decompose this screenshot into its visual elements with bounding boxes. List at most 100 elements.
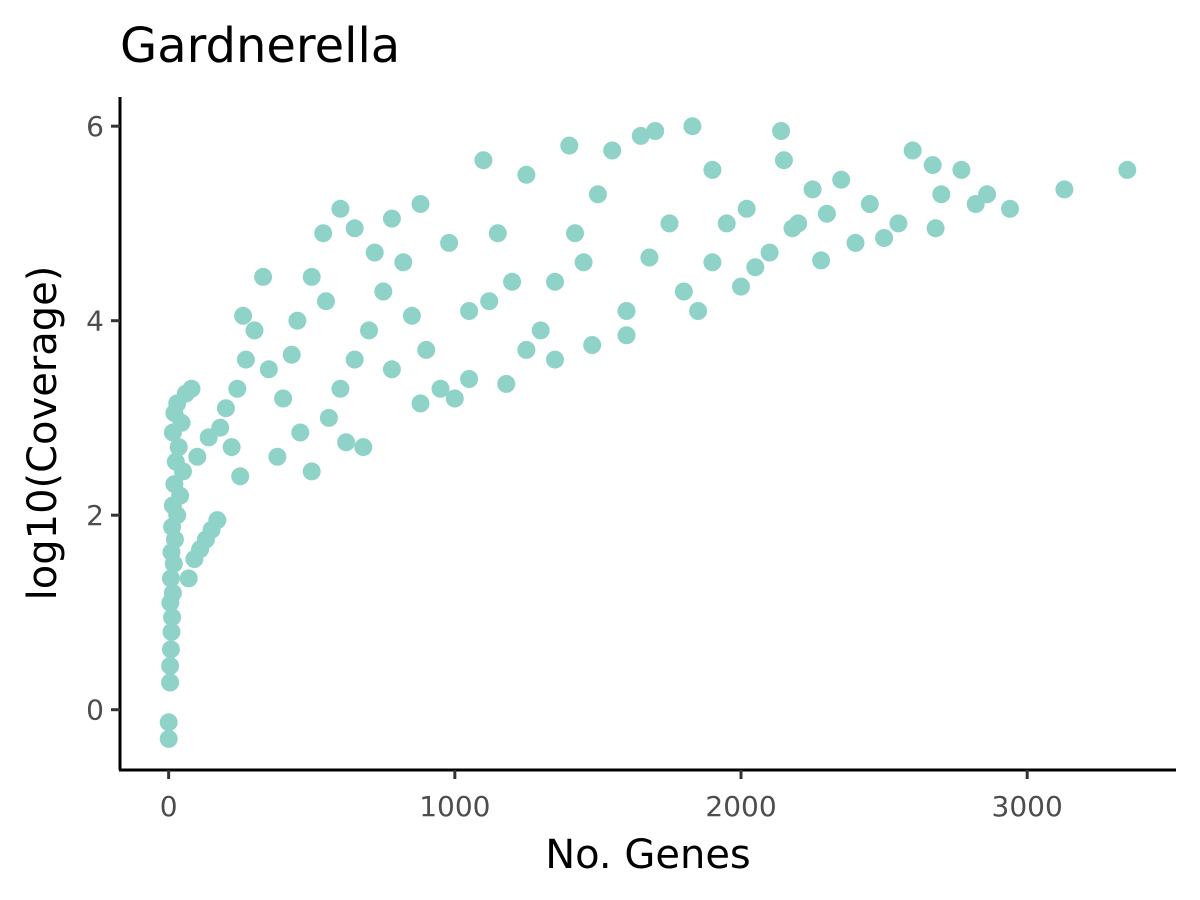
data-point: [660, 214, 679, 233]
data-point: [583, 336, 602, 354]
data-point: [182, 379, 201, 398]
data-point: [737, 199, 756, 218]
data-point: [817, 204, 836, 223]
data-point: [1055, 180, 1074, 199]
data-point: [161, 640, 180, 659]
data-point: [254, 267, 273, 286]
data-point: [517, 165, 536, 184]
data-point: [703, 160, 722, 179]
data-point: [245, 321, 264, 340]
data-point: [159, 713, 178, 732]
data-point: [274, 389, 293, 408]
data-point: [646, 122, 665, 140]
data-point: [411, 394, 430, 413]
data-point: [337, 433, 356, 452]
data-point: [288, 311, 307, 330]
chart-title: Gardnerella: [120, 18, 400, 74]
data-point: [374, 282, 393, 301]
data-point: [179, 569, 198, 588]
data-point: [228, 379, 247, 398]
data-point: [546, 350, 564, 369]
data-point: [560, 136, 579, 155]
data-point: [216, 399, 235, 418]
data-point: [803, 180, 822, 199]
data-point: [488, 224, 507, 243]
data-point: [772, 122, 791, 140]
data-point: [497, 374, 516, 393]
data-point: [445, 389, 464, 408]
data-point: [566, 224, 584, 243]
data-point: [169, 438, 188, 457]
data-point: [394, 253, 413, 272]
data-point: [746, 258, 765, 277]
data-point: [382, 360, 401, 379]
y-tick-label: 4: [86, 305, 104, 338]
data-point: [460, 370, 479, 388]
data-point: [617, 326, 636, 345]
data-point: [188, 447, 207, 466]
data-point: [683, 117, 702, 136]
data-point: [1118, 160, 1137, 179]
y-ticks: 0 2 4 6: [86, 110, 120, 727]
data-point: [236, 350, 255, 369]
data-point: [163, 584, 182, 602]
data-point: [161, 569, 180, 588]
data-point: [603, 141, 622, 160]
data-point: [717, 214, 736, 233]
data-point: [162, 622, 181, 641]
data-point: [365, 243, 384, 262]
data-point: [331, 199, 350, 218]
data-point: [360, 321, 378, 340]
data-point: [231, 467, 250, 486]
points-layer: [159, 117, 1137, 748]
data-point: [166, 452, 185, 471]
data-point: [812, 251, 831, 270]
data-point: [978, 185, 997, 204]
data-point: [282, 345, 301, 364]
data-point: [832, 170, 851, 189]
data-point: [640, 248, 659, 267]
data-point: [222, 438, 241, 457]
data-point: [774, 151, 793, 170]
data-point: [208, 511, 227, 530]
data-point: [923, 156, 942, 175]
data-point: [860, 195, 879, 213]
data-point: [211, 418, 230, 437]
data-point: [161, 656, 180, 675]
data-point: [165, 475, 184, 494]
data-point: [674, 282, 693, 301]
data-point: [331, 379, 350, 398]
data-point: [411, 195, 430, 213]
data-point: [631, 126, 650, 145]
data-point: [760, 243, 779, 262]
data-point: [875, 229, 894, 247]
x-tick-label: 1000: [419, 790, 490, 823]
data-point: [531, 321, 550, 340]
data-point: [517, 340, 536, 359]
y-tick-label: 2: [86, 499, 104, 532]
data-point: [503, 272, 522, 291]
data-point: [345, 350, 364, 369]
data-point: [440, 233, 459, 252]
data-point: [846, 233, 865, 252]
data-point: [474, 151, 493, 170]
y-axis-title: log10(Coverage): [20, 266, 66, 601]
data-point: [259, 360, 278, 379]
data-point: [302, 267, 321, 286]
data-point: [431, 379, 450, 398]
data-point: [317, 292, 335, 311]
data-point: [783, 219, 802, 238]
data-point: [546, 272, 564, 291]
data-point: [617, 302, 636, 320]
y-tick-label: 0: [86, 694, 104, 727]
x-tick-label: 0: [160, 790, 178, 823]
data-point: [460, 302, 479, 320]
data-point: [354, 438, 373, 457]
data-point: [302, 462, 321, 481]
data-point: [417, 340, 436, 359]
y-tick-label: 6: [86, 110, 104, 143]
x-tick-label: 2000: [705, 790, 776, 823]
data-point: [574, 253, 593, 272]
data-point: [314, 224, 333, 243]
